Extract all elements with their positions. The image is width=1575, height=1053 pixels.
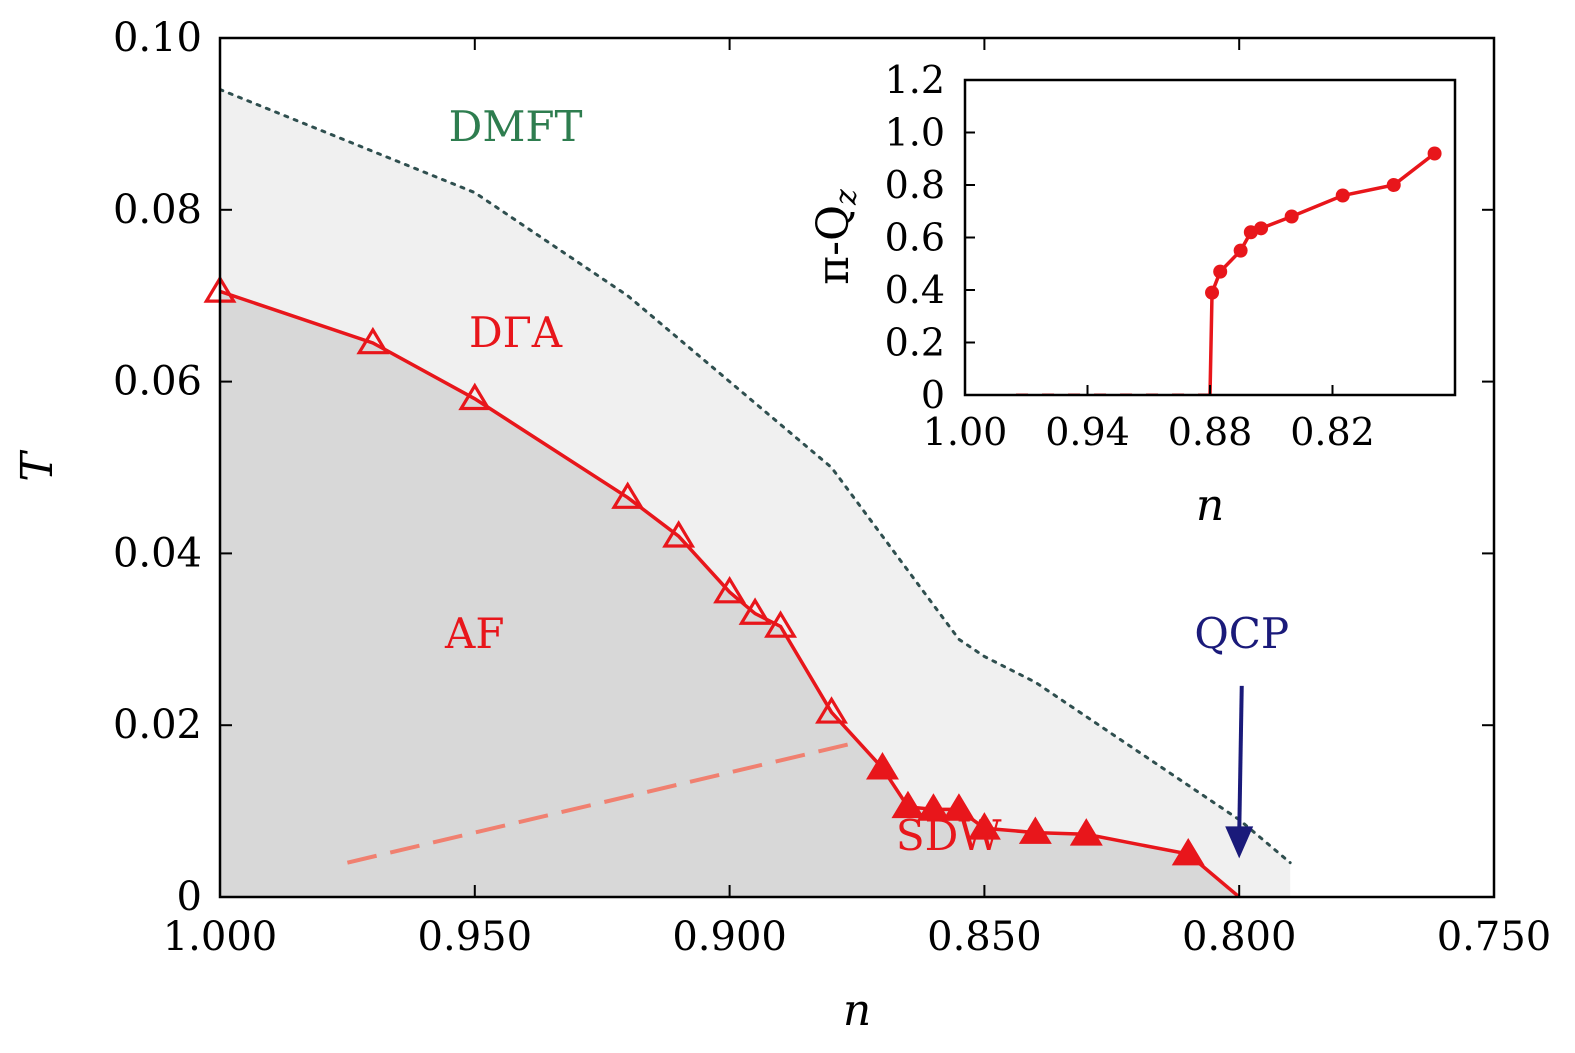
inset-y-tick-label: 0.6 [885, 216, 945, 260]
y-tick-label: 0.02 [113, 702, 202, 748]
y-tick-label: 0.06 [113, 359, 202, 405]
inset-series-markers [1205, 146, 1442, 300]
main-annotations: DMFT DΓA AF SDW QCP [444, 102, 1289, 860]
main-series-markers [203, 275, 1205, 866]
main-axis-ticks: 1.000 0.950 0.900 0.850 0.800 0.75000.020.040… [113, 15, 1551, 960]
inset-x-tick-label: 0.82 [1290, 410, 1375, 454]
sdw-label: SDW [896, 811, 1002, 860]
dmft-line [220, 88, 1292, 865]
x-tick-label: 1.000 [163, 914, 278, 960]
main-plot-frame [218, 36, 1496, 899]
inset-marker [1205, 285, 1220, 300]
dga-marker-filled [916, 793, 950, 821]
inset-y-tick-label: 0.2 [885, 321, 945, 365]
qcp-arrow-shaft [1237, 685, 1244, 835]
dga-label: DΓA [469, 308, 563, 357]
inset-y-tick-label: 1.0 [885, 111, 945, 155]
y-tick-label: 0.10 [113, 15, 202, 61]
dga-marker-filled [1018, 816, 1052, 844]
inset-y-tick-label: 0.4 [885, 268, 945, 312]
inset-x-tick-label: 0.94 [1045, 410, 1130, 454]
inset-x-axis-title: n [1196, 480, 1224, 531]
inset-y-axis-title-main: π-Q [808, 205, 859, 285]
x-tick-label: 0.850 [927, 914, 1042, 960]
dga-marker-open [356, 326, 390, 355]
dga-marker-open [738, 597, 772, 625]
dga-marker-open [815, 696, 848, 724]
dmft-label: DMFT [449, 102, 583, 151]
inset-marker [1254, 221, 1269, 236]
inset-x-tick-label: 1.00 [923, 410, 1008, 454]
inset-marker [1427, 146, 1442, 161]
y-tick-label: 0.04 [113, 530, 202, 576]
dga-marker-open [713, 575, 747, 604]
inset-marker [1386, 178, 1401, 192]
y-tick-label: 0.08 [113, 187, 202, 233]
inset-x-tick-label: 0.88 [1168, 410, 1253, 454]
main-y-axis-title: T [12, 449, 63, 482]
af-label: AF [444, 609, 504, 658]
inset-axis-ticks: 1.00 0.94 0.88 0.82 0 0.2 0.4 0.6 0.8 1.0 1.2 [885, 58, 1375, 454]
inset-marker [1284, 209, 1299, 224]
x-tick-label: 0.900 [672, 914, 787, 960]
dga-marker-filled [967, 812, 1001, 840]
inset-y-tick-label: 0 [921, 373, 945, 417]
dga-marker-filled [1069, 818, 1103, 846]
dga-marker-open [611, 481, 645, 509]
dga-marker-open [662, 520, 696, 548]
y-tick-label: 0 [177, 874, 202, 920]
dga-marker-filled [891, 790, 925, 819]
dga-marker-filled [942, 793, 976, 821]
qcp-arrow-head [1225, 826, 1254, 859]
x-tick-label: 0.750 [1437, 914, 1552, 960]
x-tick-label: 0.950 [418, 914, 533, 960]
inset-y-axis-title-subscript: z [829, 189, 864, 206]
x-tick-label: 0.800 [1182, 914, 1297, 960]
qcp-label: QCP [1194, 609, 1289, 658]
dga-marker-open [764, 610, 798, 638]
inset-marker [1213, 264, 1228, 279]
inset-y-axis-title: π-Qz [808, 189, 864, 285]
main-x-axis-title: n [843, 985, 871, 1036]
dga-marker-filled [1171, 837, 1205, 866]
inset-marker [1233, 243, 1248, 258]
inset-y-tick-label: 1.2 [885, 58, 945, 102]
dga-marker-filled [866, 752, 899, 780]
inset-y-tick-label: 0.8 [885, 163, 945, 207]
dga-marker-open [458, 382, 492, 411]
inset-marker [1335, 188, 1350, 203]
